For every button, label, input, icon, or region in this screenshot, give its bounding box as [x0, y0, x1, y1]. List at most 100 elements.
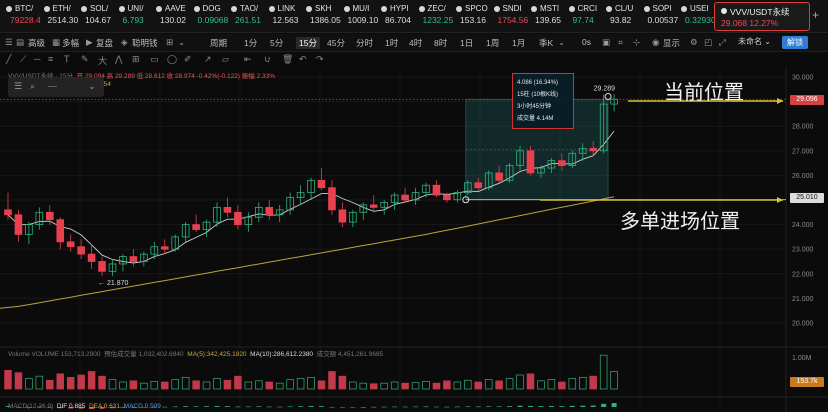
tab-1h[interactable]: 1时 [385, 38, 399, 48]
chevron-down-icon[interactable]: ⌄ [88, 81, 96, 91]
tab-1m[interactable]: 1分 [244, 38, 258, 48]
macd-bar [162, 406, 168, 408]
ray-icon[interactable]: ⟋ [20, 54, 27, 64]
delete-icon[interactable]: 🗑 [282, 54, 294, 64]
volume-bar [589, 375, 597, 390]
fib-icon[interactable]: ≡ [48, 54, 54, 64]
macd-bar [360, 407, 366, 408]
active-ticker[interactable]: VVV/USDT永续 29.068 12.27% [714, 2, 810, 31]
multi-icon: ▦ [52, 37, 61, 47]
tab-1d[interactable]: 1日 [460, 38, 474, 48]
ticker-price: 139.65 [535, 15, 561, 25]
volume-bar [380, 382, 388, 390]
volume-bar [411, 382, 420, 390]
layout-icon[interactable]: ▣ [602, 37, 611, 47]
toolbar-replay[interactable]: 复盘 [96, 38, 114, 48]
menu-icon[interactable]: ☰ [14, 81, 23, 91]
macd-bar [224, 406, 230, 407]
rectangle-icon[interactable]: ▭ [150, 54, 159, 64]
candle-body [181, 224, 190, 238]
measure-icon[interactable]: 大 [98, 56, 108, 66]
coin-icon [156, 6, 162, 12]
coin-icon [456, 6, 462, 12]
macd-bar [444, 406, 450, 408]
chart-area[interactable]: 30.00029.00028.00027.00026.00025.00024.0… [0, 67, 828, 412]
macd-bar [339, 407, 345, 408]
eye-icon[interactable]: ◉ [652, 37, 660, 47]
tab-5m[interactable]: 5分 [270, 38, 284, 48]
toolbar-multi[interactable]: 多幅 [62, 38, 80, 48]
unlock-button[interactable]: 解锁 [782, 36, 808, 49]
ruler-icon[interactable]: ⇤ [244, 54, 252, 64]
tab-quarter[interactable]: 季K [539, 38, 554, 48]
grid-icon[interactable]: ☰ [5, 37, 13, 47]
layout-name-dropdown[interactable]: 未命名 ⌄ [738, 37, 771, 46]
ticker-price: 104.67 [85, 15, 111, 25]
toolbar-display[interactable]: 显示 [663, 38, 681, 48]
volume-bar [14, 372, 23, 390]
candle-body [35, 211, 44, 226]
volume-bar [244, 381, 253, 390]
candle-body [568, 152, 577, 166]
tab-15m[interactable]: 15分 [296, 37, 320, 49]
tab-1mo[interactable]: 1月 [512, 38, 526, 48]
current-arrow-head [777, 98, 783, 104]
line-style-icon[interactable]: ⎯⎯ [48, 81, 58, 91]
candle-body [369, 204, 378, 208]
circle-icon[interactable]: ◯ [167, 54, 178, 64]
toolbar-advanced[interactable]: 高级 [28, 38, 46, 48]
volume-bar [422, 381, 430, 390]
snapshot-icon[interactable]: ◰ [704, 37, 713, 47]
coin-icon [268, 6, 275, 12]
add-ticker-button[interactable]: + [812, 8, 820, 22]
tab-1w[interactable]: 1周 [486, 38, 500, 48]
macd-bar [517, 405, 523, 407]
indicator-icon[interactable]: ⊞ [166, 37, 174, 47]
candle-body [558, 160, 566, 166]
volume-bar [349, 381, 357, 390]
redo-icon[interactable]: ↷ [316, 54, 324, 64]
gann-icon[interactable]: ⊞ [132, 54, 140, 64]
settings-icon[interactable]: ⚙ [690, 37, 698, 47]
trend-line-icon[interactable]: ╱ [6, 54, 12, 64]
chevron-down-icon[interactable]: ⌄ [178, 37, 186, 47]
volume-bar [516, 374, 524, 390]
arrow-icon[interactable]: ↗ [204, 54, 212, 64]
tab-45m[interactable]: 45分 [327, 38, 345, 48]
search-icon[interactable]: ⌕ [30, 81, 36, 91]
candle-body [537, 167, 545, 174]
chevron-down-icon[interactable]: ⌄ [558, 37, 566, 47]
coin-icon [231, 6, 237, 12]
tab-8h[interactable]: 8时 [434, 38, 448, 48]
fullscreen-icon[interactable]: ⤢ [719, 37, 726, 47]
candle-body [401, 194, 409, 201]
pen-icon[interactable]: ✎ [81, 54, 89, 64]
entry-price-tag: 25.010 [790, 193, 824, 203]
macd-bar [235, 406, 241, 408]
volume-bar [4, 369, 12, 390]
toolbar-smart-money[interactable]: 聪明钱 [132, 38, 158, 48]
chart-type-icon[interactable]: ⌗ [618, 37, 623, 47]
undo-icon[interactable]: ↶ [299, 54, 307, 64]
ticker-symbol: SOL/ [90, 4, 109, 13]
tab-4h[interactable]: 4时 [409, 38, 423, 48]
text-tool-icon[interactable]: T [64, 54, 70, 64]
ticker-price: 93.82 [610, 15, 632, 25]
toolbar-timer[interactable]: 0s [582, 37, 591, 47]
toolbar-period[interactable]: 周期 [210, 38, 228, 48]
tab-timeline[interactable]: 分时 [356, 38, 374, 48]
chart-search-box[interactable]: ☰ ⌕ ⎯⎯ ⌄ [8, 77, 104, 97]
pattern-icon[interactable]: ⋀ [115, 54, 123, 64]
ticker-symbol: SOPI [652, 4, 672, 13]
long-position-icon[interactable]: ▱ [222, 54, 229, 64]
candle-body [77, 246, 85, 255]
chart-canvas[interactable]: 30.00029.00028.00027.00026.00025.00024.0… [0, 67, 828, 412]
brush-icon[interactable]: ✐ [184, 54, 192, 64]
horizontal-line-icon[interactable]: ─ [34, 54, 41, 64]
magnet-icon[interactable]: ∪ [264, 54, 271, 64]
macd-bar [454, 406, 460, 408]
volume-bar [401, 382, 409, 390]
price-axis-label: 26.000 [792, 173, 814, 180]
ticker-symbol: MU/I [352, 4, 370, 13]
cursor-icon[interactable]: ⊹ [633, 37, 641, 47]
